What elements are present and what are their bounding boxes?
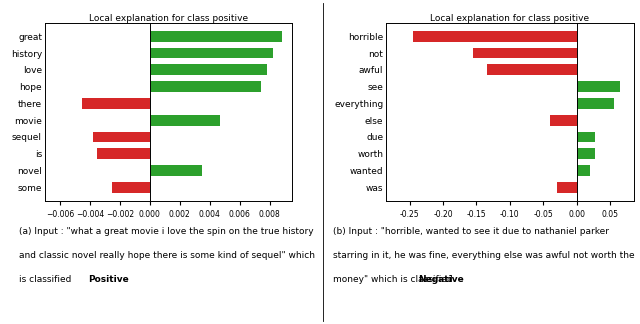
Bar [577,148,595,159]
Text: money" which is classified: money" which is classified [333,275,456,284]
Bar [473,48,577,58]
Bar [577,132,595,143]
Text: Negative: Negative [418,275,463,284]
Text: and classic novel really hope there is some kind of sequel" which: and classic novel really hope there is s… [19,251,315,260]
Bar [486,64,577,75]
Bar [97,148,150,159]
Title: Local explanation for class positive: Local explanation for class positive [89,14,248,23]
Bar [150,31,282,42]
Bar [577,98,614,109]
Bar [577,81,620,92]
Text: is classified: is classified [19,275,74,284]
Bar [83,98,150,109]
Text: (a) Input : "what a great movie i love the spin on the true history: (a) Input : "what a great movie i love t… [19,227,314,236]
Bar [93,132,150,143]
Text: starring in it, he was fine, everything else was awful not worth the: starring in it, he was fine, everything … [333,251,634,260]
Bar [112,182,150,193]
Title: Local explanation for class positive: Local explanation for class positive [430,14,589,23]
Text: (b) Input : "horrible, wanted to see it due to nathaniel parker: (b) Input : "horrible, wanted to see it … [333,227,609,236]
Text: Positive: Positive [88,275,129,284]
Bar [550,115,577,126]
Bar [150,81,260,92]
Bar [150,48,273,58]
Bar [150,165,202,176]
Bar [150,115,220,126]
Bar [150,64,267,75]
Bar [557,182,577,193]
Bar [413,31,577,42]
Bar [577,165,590,176]
